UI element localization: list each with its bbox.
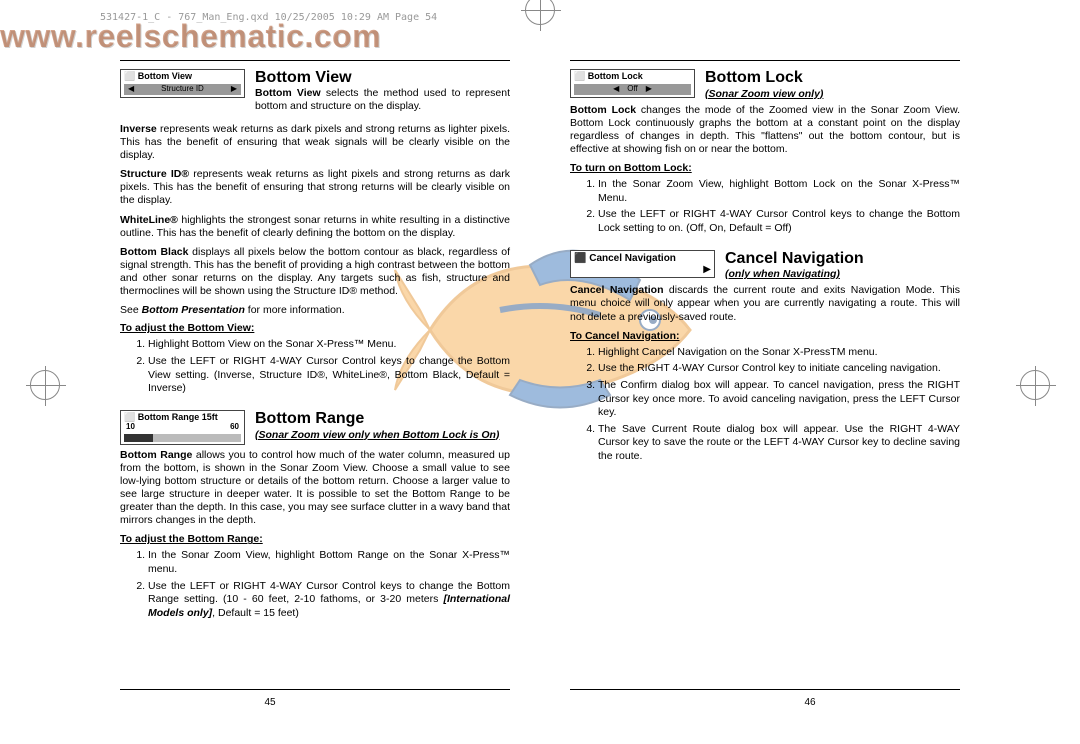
crop-mark-left	[30, 370, 60, 400]
title-bottom-lock: Bottom Lock	[705, 69, 960, 87]
intro-bottom-view: Bottom View selects the method used to r…	[255, 87, 510, 113]
crop-mark-top	[525, 0, 555, 25]
title-cancel-nav: Cancel Navigation	[725, 250, 960, 268]
para-whiteline: WhiteLine® highlights the strongest sona…	[120, 214, 510, 240]
page-num-right: 46	[540, 697, 1080, 708]
section-bottom-lock: ⬜ Bottom Lock ◀Off▶ Bottom Lock (Sonar Z…	[570, 69, 960, 236]
menu-cancel-nav: ⬛ Cancel Navigation ▶	[570, 250, 715, 278]
para-bottom-range: Bottom Range allows you to control how m…	[120, 449, 510, 528]
para-bottom-lock: Bottom Lock changes the mode of the Zoom…	[570, 104, 960, 157]
subtitle-bottom-range: (Sonar Zoom view only when Bottom Lock i…	[255, 429, 510, 441]
top-rule-right	[570, 60, 960, 61]
page-right: ⬜ Bottom Lock ◀Off▶ Bottom Lock (Sonar Z…	[540, 60, 1080, 720]
watermark-url: www.reelschematic.com	[0, 18, 381, 55]
crop-mark-right	[1020, 370, 1050, 400]
page-num-left: 45	[0, 697, 540, 708]
steps-bottom-range: In the Sonar Zoom View, highlight Bottom…	[120, 549, 510, 620]
see-note: See Bottom Presentation for more informa…	[120, 304, 510, 316]
steps-cancel-nav: Highlight Cancel Navigation on the Sonar…	[570, 346, 960, 464]
top-rule-left	[120, 60, 510, 61]
adjust-head-cn: To Cancel Navigation:	[570, 330, 960, 342]
pages-container: ⬜ Bottom View ◀Structure ID▶ Bottom View…	[0, 60, 1080, 720]
title-bottom-view: Bottom View	[255, 69, 510, 87]
adjust-head-bl: To turn on Bottom Lock:	[570, 162, 960, 174]
para-bottom-black: Bottom Black displays all pixels below t…	[120, 246, 510, 299]
subtitle-bottom-lock: (Sonar Zoom view only)	[705, 88, 960, 100]
para-cancel-nav: Cancel Navigation discards the current r…	[570, 284, 960, 323]
steps-bottom-lock: In the Sonar Zoom View, highlight Bottom…	[570, 178, 960, 236]
title-bottom-range: Bottom Range	[255, 410, 510, 428]
adjust-head-bv: To adjust the Bottom View:	[120, 322, 510, 334]
bottom-rule-left	[120, 689, 510, 690]
para-inverse: Inverse represents weak returns as dark …	[120, 123, 510, 162]
menu-bottom-lock: ⬜ Bottom Lock ◀Off▶	[570, 69, 695, 98]
steps-bottom-view: Highlight Bottom View on the Sonar X-Pre…	[120, 338, 510, 396]
section-bottom-range: ⬜ Bottom Range 15ft 1060 Bottom Range (S…	[120, 410, 510, 621]
para-structure-id: Structure ID® represents weak returns as…	[120, 168, 510, 207]
bottom-rule-right	[570, 689, 960, 690]
page-left: ⬜ Bottom View ◀Structure ID▶ Bottom View…	[0, 60, 540, 720]
menu-bottom-view: ⬜ Bottom View ◀Structure ID▶	[120, 69, 245, 98]
subtitle-cancel-nav: (only when Navigating)	[725, 268, 960, 280]
adjust-head-br: To adjust the Bottom Range:	[120, 533, 510, 545]
section-cancel-nav: ⬛ Cancel Navigation ▶ Cancel Navigation …	[570, 250, 960, 464]
section-bottom-view: ⬜ Bottom View ◀Structure ID▶ Bottom View…	[120, 69, 510, 396]
menu-bottom-range: ⬜ Bottom Range 15ft 1060	[120, 410, 245, 445]
